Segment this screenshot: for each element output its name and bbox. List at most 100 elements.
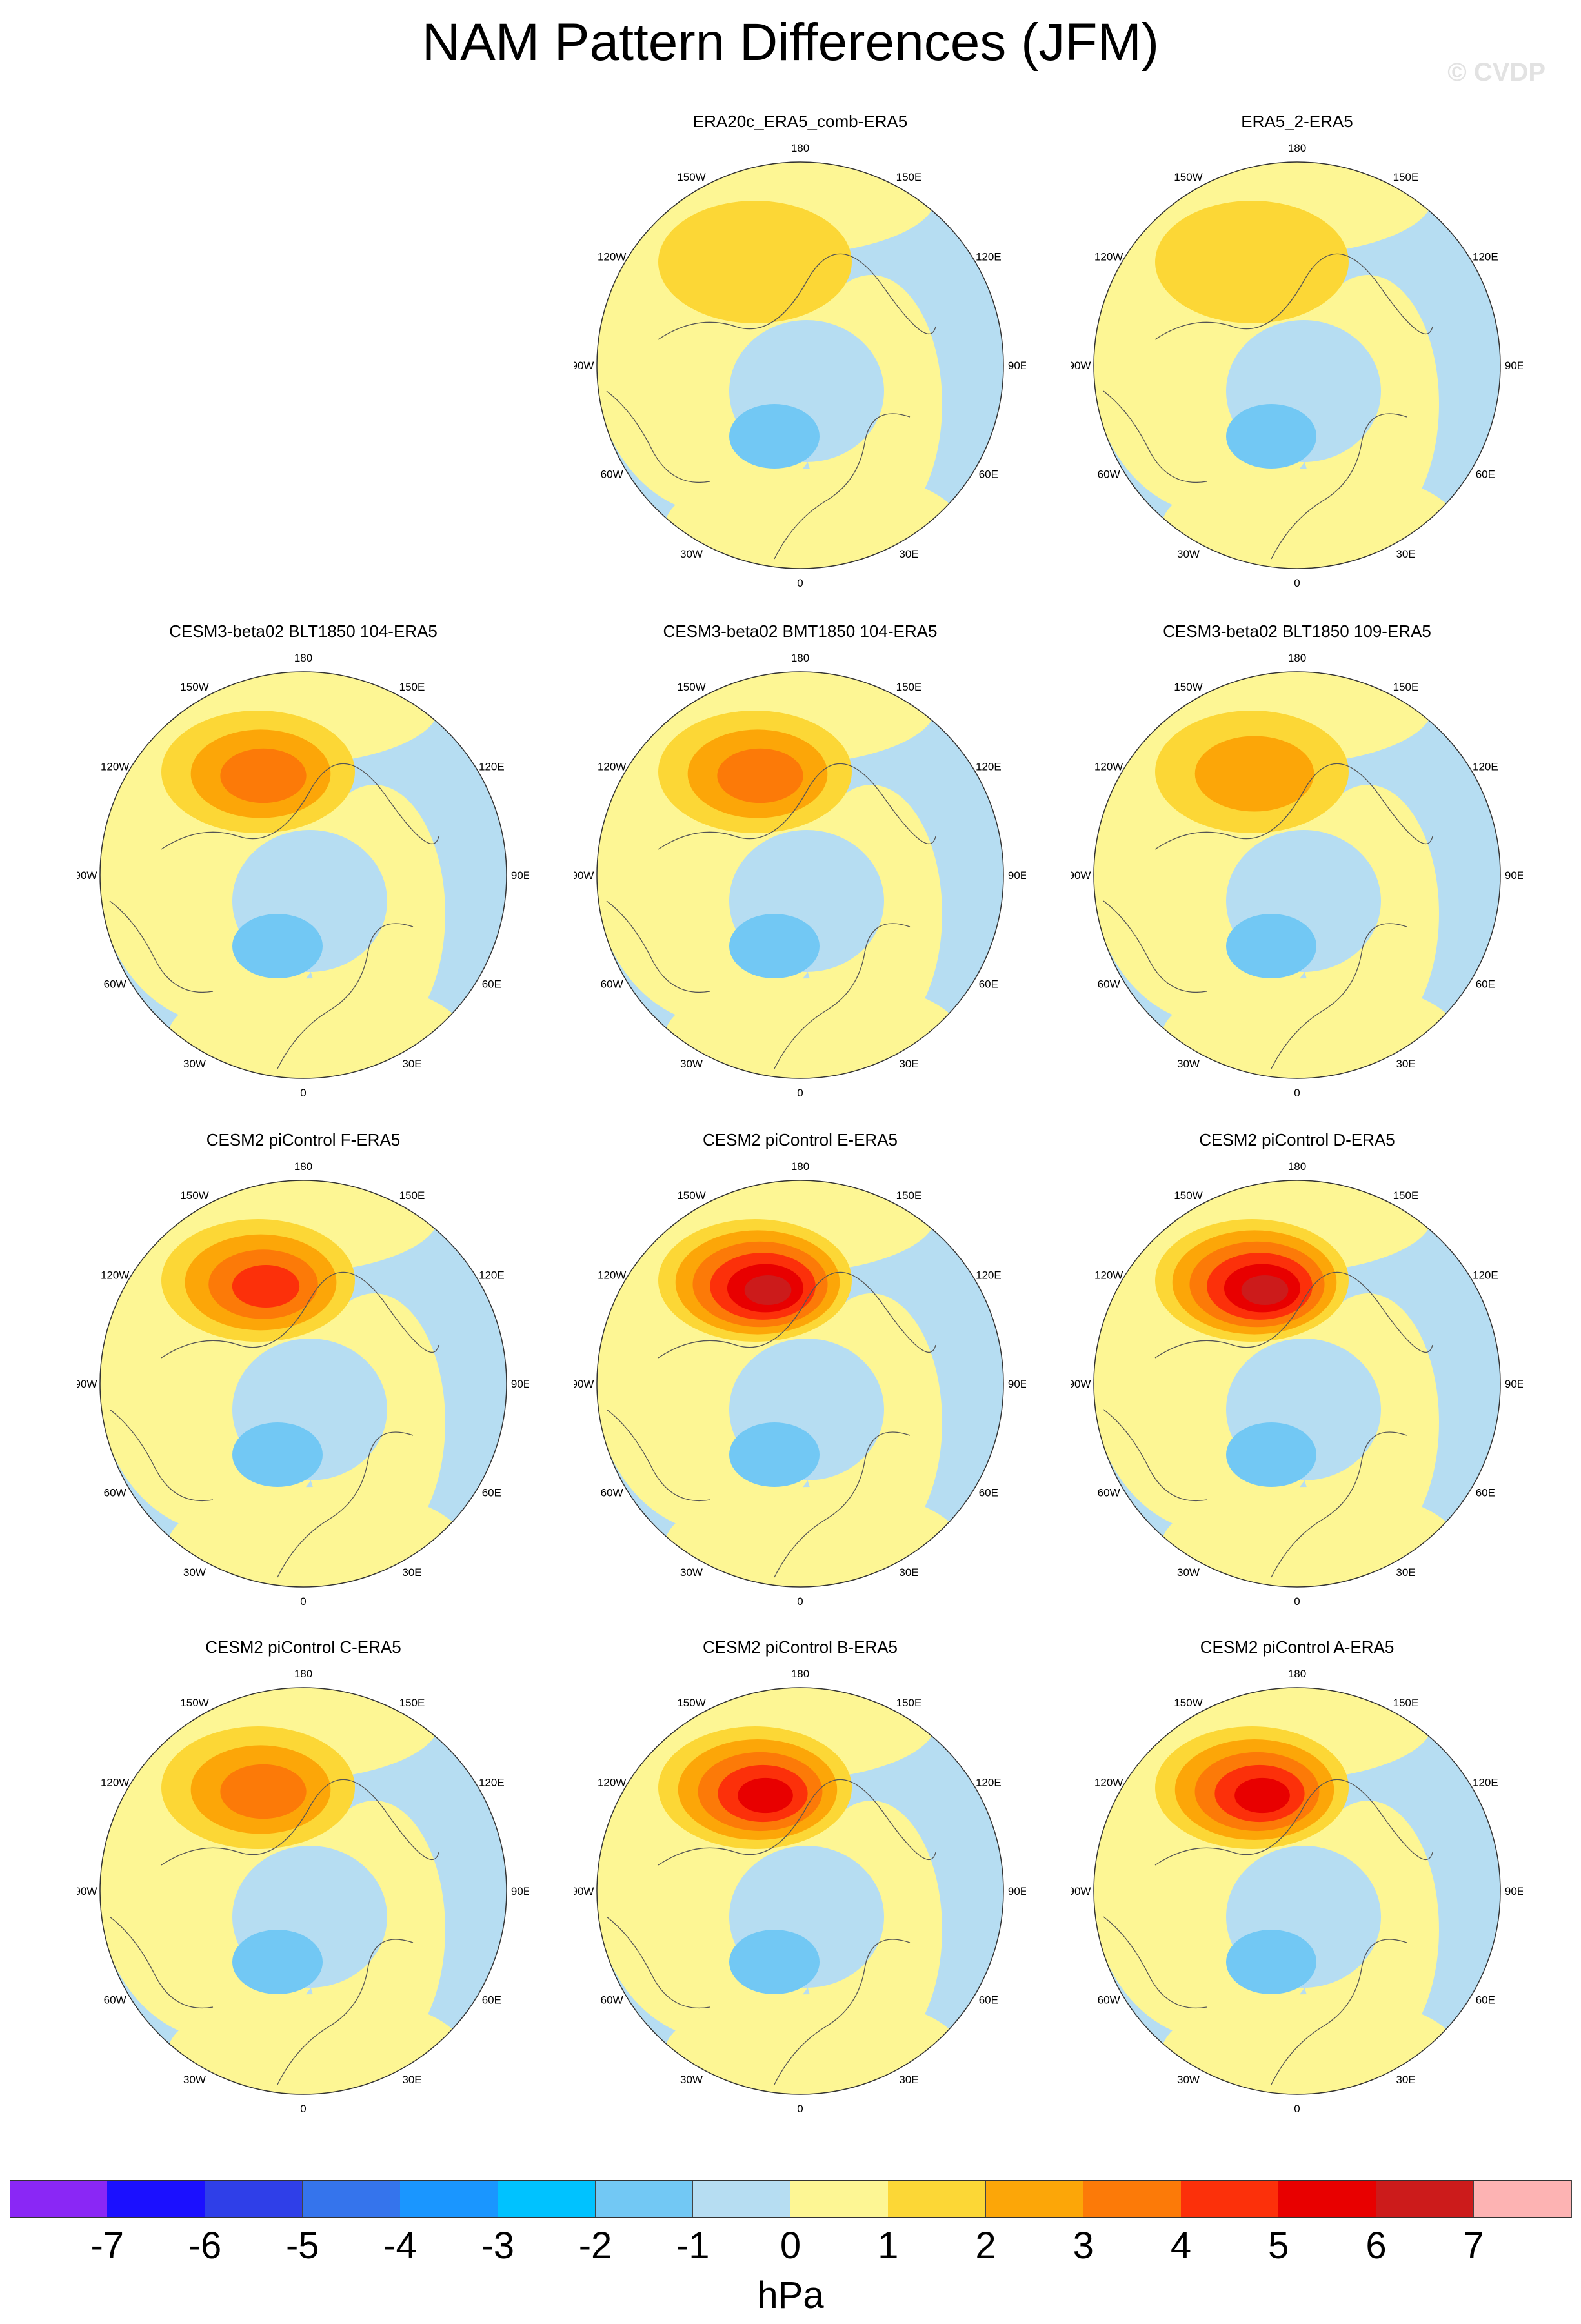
polar-map: 180 150E 120E 90E 60E 30E 0 30W 60W 90W 120W 150W <box>1071 142 1523 589</box>
coastline <box>1154 1779 1433 1866</box>
colorbar-units: hPa <box>757 2274 824 2316</box>
colorbar-tick-label: -2 <box>578 2225 612 2267</box>
longitude-label: 60E <box>482 1994 501 2006</box>
coastline <box>1271 413 1407 560</box>
longitude-label: 150E <box>1393 1189 1419 1202</box>
longitude-label: 90E <box>1505 359 1523 372</box>
panel-title: CESM2 piControl E-ERA5 <box>703 1130 898 1149</box>
polar-map: 180 150E 120E 90E 60E 30E 0 30W 60W 90W 120W 150W <box>77 1160 529 1608</box>
negative-anomaly-core <box>1226 404 1316 469</box>
polar-map: 180 150E 120E 90E 60E 30E 0 30W 60W 90W 120W 150W <box>1071 652 1523 1099</box>
longitude-label: 60E <box>979 978 998 991</box>
longitude-label: 90E <box>1008 1378 1026 1390</box>
longitude-label: 60W <box>1098 978 1120 991</box>
coastline <box>1271 923 1407 1069</box>
longitude-label: 180 <box>791 652 809 664</box>
polar-map: 180 150E 120E 90E 60E 30E 0 30W 60W 90W 120W 150W <box>77 652 529 1099</box>
longitude-label: 0 <box>1294 2103 1300 2115</box>
longitude-label: 30W <box>1177 2074 1200 2086</box>
colorbar-segment <box>985 2180 1084 2218</box>
longitude-label: 60W <box>1098 469 1120 481</box>
negative-anomaly-core <box>232 914 323 978</box>
positive-anomaly-region <box>168 1994 465 2094</box>
colorbar-segment <box>1376 2180 1475 2218</box>
longitude-label: 120W <box>1094 761 1123 773</box>
coastline <box>774 1939 911 2085</box>
longitude-label: 120E <box>976 1269 1002 1282</box>
longitude-label: 90E <box>1008 359 1026 372</box>
coastline <box>1154 1271 1433 1359</box>
map-border <box>596 161 1004 569</box>
map-panel: CESM2 piControl E-ERA5 180 150E 120E 90E 60E 3… <box>574 1129 1026 1620</box>
colorbar-segment <box>107 2180 205 2218</box>
longitude-label: 60E <box>1476 1994 1495 2006</box>
longitude-label: 180 <box>1288 142 1306 154</box>
coastline <box>161 763 439 850</box>
longitude-label: 30W <box>183 1058 206 1070</box>
coastline <box>606 1916 710 2008</box>
longitude-label: 120E <box>1473 251 1498 263</box>
negative-anomaly-core <box>232 1422 323 1487</box>
panel-title: CESM3-beta02 BLT1850 109-ERA5 <box>1163 621 1431 641</box>
longitude-label: 30E <box>402 1058 421 1070</box>
map-border <box>596 671 1004 1079</box>
positive-anomaly-region <box>1162 978 1458 1078</box>
longitude-label: 120W <box>1094 251 1123 263</box>
map-panel: CESM2 piControl D-ERA5 180 150E 120E 90E 60E 3… <box>1071 1129 1523 1620</box>
negative-anomaly-core <box>729 404 820 469</box>
longitude-label: 0 <box>1294 1595 1300 1608</box>
coastline <box>774 923 911 1069</box>
longitude-label: 30W <box>183 2074 206 2086</box>
longitude-label: 180 <box>791 1668 809 1680</box>
map-panel: CESM3-beta02 BLT1850 104-ERA5 180 150E 120E… <box>77 621 529 1111</box>
longitude-label: 180 <box>1288 652 1306 664</box>
colorbar-tick-label: 3 <box>1072 2225 1094 2267</box>
coastline <box>658 763 936 850</box>
colorbar-segment <box>1278 2180 1376 2218</box>
longitude-label: 150E <box>399 1189 425 1202</box>
longitude-label: 30W <box>1177 1566 1200 1579</box>
pacific-anomaly-contour <box>220 1764 307 1819</box>
longitude-label: 60E <box>482 1487 501 1499</box>
longitude-label: 60W <box>601 978 623 991</box>
longitude-label: 90E <box>511 1378 529 1390</box>
coastline <box>161 1271 439 1359</box>
longitude-label: 30W <box>680 548 703 560</box>
longitude-label: 120W <box>598 761 626 773</box>
colorbar-tick-label: 6 <box>1365 2225 1387 2267</box>
longitude-label: 30E <box>899 1566 918 1579</box>
longitude-label: 120E <box>479 1777 505 1789</box>
longitude-label: 120W <box>101 1269 129 1282</box>
longitude-label: 0 <box>1294 577 1300 589</box>
longitude-label: 90W <box>574 1885 594 1897</box>
longitude-label: 150W <box>1174 681 1202 693</box>
longitude-label: 90W <box>1071 359 1091 372</box>
panel-title: CESM2 piControl B-ERA5 <box>703 1637 898 1657</box>
positive-anomaly-region <box>1162 1994 1458 2094</box>
longitude-label: 30W <box>680 2074 703 2086</box>
colorbar-tick-label: 0 <box>780 2225 801 2267</box>
negative-anomaly-core <box>729 914 820 978</box>
colorbar-segment <box>302 2180 401 2218</box>
map-panel: ERA5_2-ERA5 180 150E 120E 90E 60E 30E 0 30W 60W 90… <box>1071 111 1523 601</box>
coastline <box>1154 763 1433 850</box>
longitude-label: 60E <box>979 1994 998 2006</box>
longitude-label: 180 <box>791 142 809 154</box>
longitude-label: 150E <box>399 1697 425 1709</box>
colorbar-tick-label: 4 <box>1170 2225 1192 2267</box>
longitude-label: 30W <box>1177 548 1200 560</box>
pacific-anomaly-contour <box>1234 1777 1290 1814</box>
longitude-label: 120E <box>479 761 505 773</box>
negative-anomaly-core <box>729 1422 820 1487</box>
coastline <box>606 390 710 483</box>
longitude-label: 30E <box>1396 1566 1415 1579</box>
map-border <box>596 1180 1004 1588</box>
longitude-label: 90W <box>77 869 97 882</box>
pacific-anomaly-contour <box>220 748 307 803</box>
longitude-label: 150W <box>677 681 705 693</box>
map-border <box>596 1687 1004 2095</box>
longitude-label: 90W <box>1071 1885 1091 1897</box>
map-border <box>1093 1687 1501 2095</box>
coastline <box>774 1431 911 1578</box>
colorbar-tick-label: -4 <box>383 2225 417 2267</box>
